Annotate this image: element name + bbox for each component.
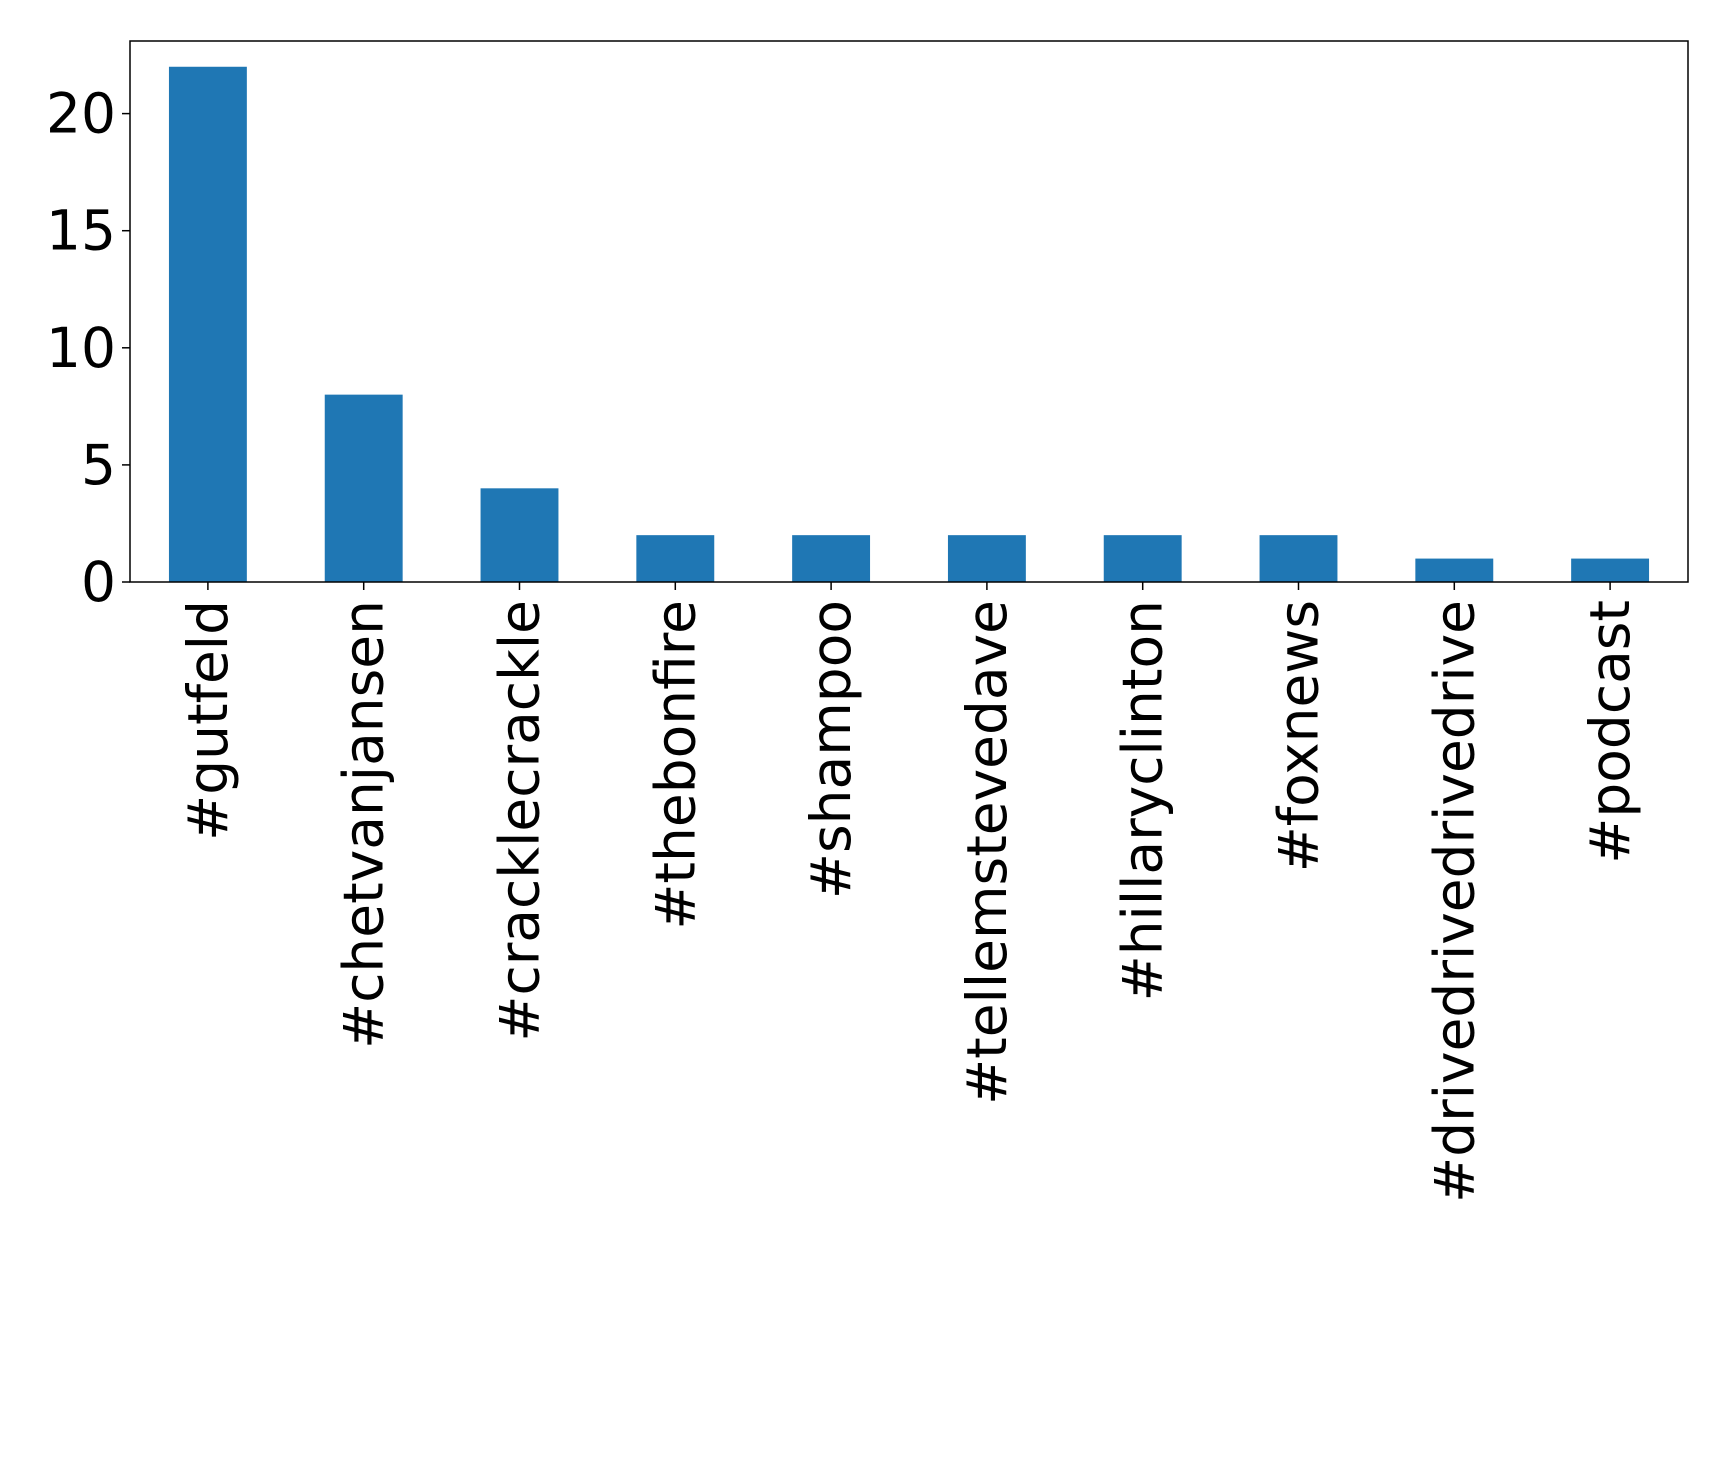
x-tick-label: #chetvanjansen (332, 600, 396, 1049)
y-tick-label: 20 (46, 82, 116, 146)
x-tick-label: #cracklecrackle (488, 600, 552, 1042)
x-tick-label: #gutfeld (176, 600, 240, 841)
x-tick-label: #drivedrivedrivedrive (1422, 600, 1486, 1203)
y-tick-label: 15 (46, 199, 116, 263)
bar (480, 488, 559, 582)
x-tick-label: #tellemstevedave (955, 600, 1019, 1105)
bar (324, 394, 403, 582)
bar (1415, 558, 1494, 582)
plot-frame (129, 40, 1689, 583)
bar (1259, 535, 1338, 582)
x-tick-label: #thebonfire (643, 600, 707, 930)
bar (947, 535, 1026, 582)
bar (1103, 535, 1182, 582)
bar (168, 66, 247, 582)
bar (1571, 558, 1650, 582)
bar (792, 535, 871, 582)
bar (636, 535, 715, 582)
x-tick-label: #hillaryclinton (1111, 600, 1175, 1001)
y-tick-label: 5 (81, 433, 116, 497)
x-tick-label: #foxnews (1267, 600, 1331, 872)
x-tick-label: #podcast (1578, 600, 1642, 864)
y-tick-label: 10 (46, 316, 116, 380)
x-tick-label: #shampoo (799, 600, 863, 899)
y-tick-label: 0 (81, 550, 116, 614)
